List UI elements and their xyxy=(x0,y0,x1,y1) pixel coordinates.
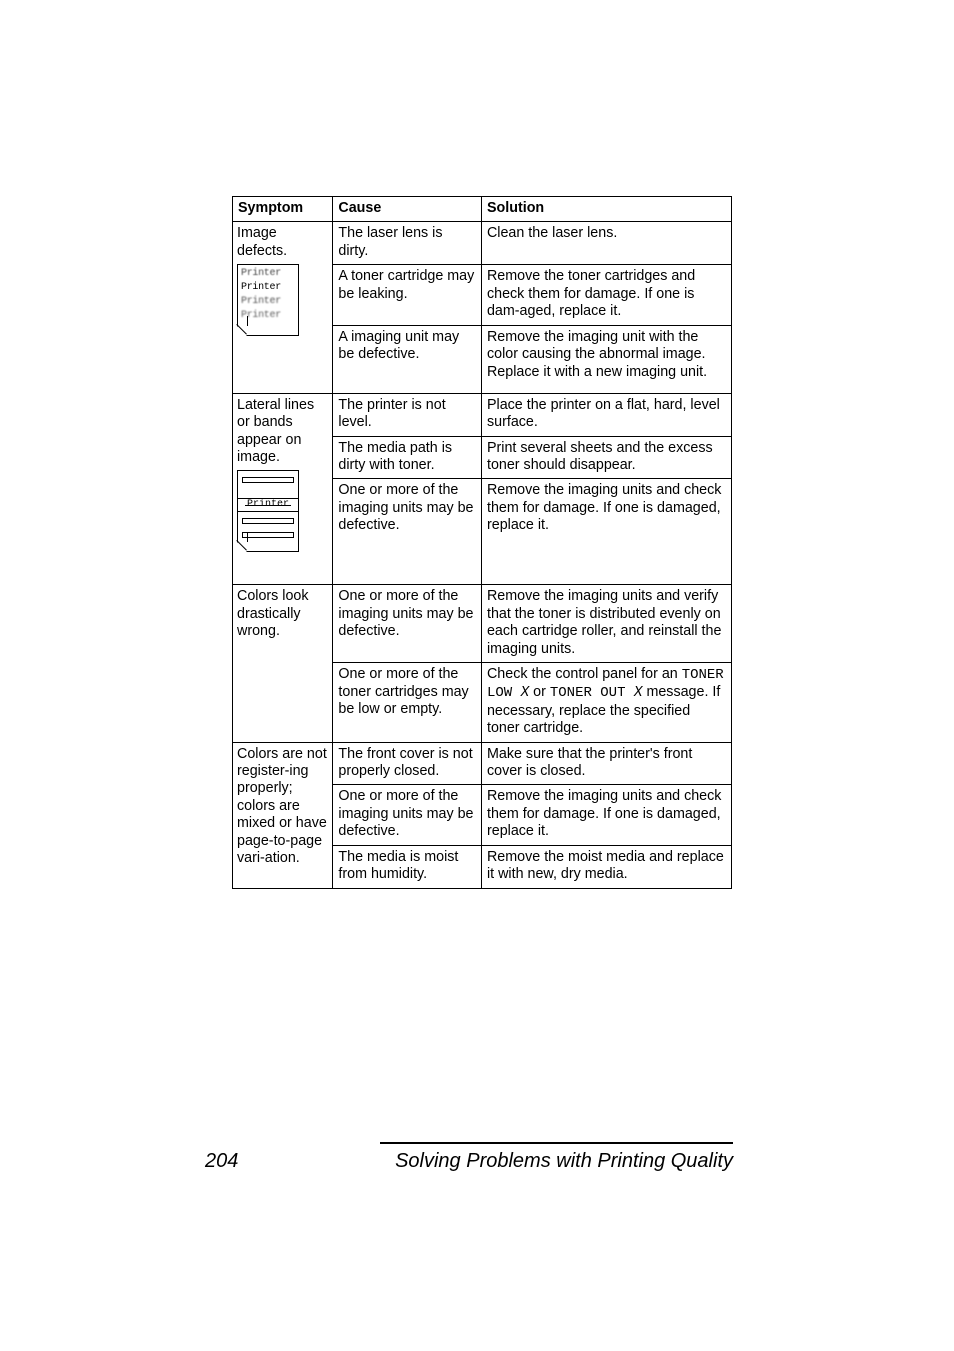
symptom-word: defects. xyxy=(237,243,287,259)
troubleshooting-table: Symptom Cause Solution Image defects. Pr… xyxy=(232,196,732,889)
illus-word: Printer xyxy=(241,296,281,307)
image-defects-icon: Printer Printer Printer Printer xyxy=(237,264,303,342)
cause-cell: A imaging unit may be defective. xyxy=(333,325,482,393)
symptom-word: Image xyxy=(237,225,277,241)
solution-cell: Remove the toner cartridges and check th… xyxy=(481,265,731,325)
cause-cell: One or more of the toner cartridges may … xyxy=(333,663,482,742)
cause-cell: The printer is not level. xyxy=(333,393,482,436)
table-header-row: Symptom Cause Solution xyxy=(233,197,732,222)
solution-cell: Remove the moist media and replace it wi… xyxy=(481,845,731,888)
symptom-word: Lateral lines xyxy=(237,397,314,413)
symptom-text: Lateral lines or bands appear on image. xyxy=(237,397,328,467)
table-row: Lateral lines or bands appear on image. … xyxy=(233,393,732,436)
page-number: 204 xyxy=(205,1150,238,1173)
solution-cell: Remove the imaging units and check them … xyxy=(481,785,731,845)
mono-text: TONER OUT xyxy=(550,685,634,701)
cause-cell: One or more of the imaging units may be … xyxy=(333,585,482,663)
illus-word: Printer xyxy=(247,499,289,511)
header-symptom: Symptom xyxy=(233,197,333,222)
illus-word: Printer xyxy=(241,282,281,293)
solution-cell: Clean the laser lens. xyxy=(481,222,731,265)
header-solution: Solution xyxy=(481,197,731,222)
solution-cell: Place the printer on a flat, hard, level… xyxy=(481,393,731,436)
footer-title: Solving Problems with Printing Quality xyxy=(395,1150,733,1173)
header-cause: Cause xyxy=(333,197,482,222)
symptom-word: or bands xyxy=(237,414,293,430)
solution-cell: Remove the imaging units and check them … xyxy=(481,479,731,585)
solution-cell: Make sure that the printer's front cover… xyxy=(481,742,731,785)
cause-cell: One or more of the imaging units may be … xyxy=(333,479,482,585)
symptom-image-defects: Image defects. Printer Printer Printer P… xyxy=(233,222,333,393)
table-row: Colors are not register-ing properly; co… xyxy=(233,742,732,785)
solution-text: Check the control panel for an xyxy=(487,666,682,682)
illus-word: Printer xyxy=(241,268,281,279)
symptom-colors-not-registering: Colors are not register-ing properly; co… xyxy=(233,742,333,888)
solution-cell: Remove the imaging units and verify that… xyxy=(481,585,731,663)
solution-cell: Check the control panel for an TONER LOW… xyxy=(481,663,731,742)
cause-cell: One or more of the imaging units may be … xyxy=(333,785,482,845)
cause-cell: The front cover is not properly closed. xyxy=(333,742,482,785)
symptom-lateral-lines: Lateral lines or bands appear on image. … xyxy=(233,393,333,585)
troubleshooting-table-container: Symptom Cause Solution Image defects. Pr… xyxy=(232,196,732,889)
symptom-word: image. xyxy=(237,449,280,465)
table-row: Image defects. Printer Printer Printer P… xyxy=(233,222,732,265)
variable-x: X xyxy=(521,685,530,701)
cause-cell: The laser lens is dirty. xyxy=(333,222,482,265)
cause-cell: The media is moist from humidity. xyxy=(333,845,482,888)
cause-cell: The media path is dirty with toner. xyxy=(333,436,482,479)
cause-cell: A toner cartridge may be leaking. xyxy=(333,265,482,325)
symptom-colors-wrong: Colors look drastically wrong. xyxy=(233,585,333,742)
table-row: Colors look drastically wrong. One or mo… xyxy=(233,585,732,663)
solution-text: or xyxy=(529,684,550,700)
page-footer: 204 Solving Problems with Printing Quali… xyxy=(205,1142,733,1173)
symptom-text: Image defects. xyxy=(237,225,328,260)
lateral-lines-icon: Printer xyxy=(237,470,303,558)
solution-cell: Remove the imaging unit with the color c… xyxy=(481,325,731,393)
footer-rule xyxy=(380,1142,733,1144)
symptom-word: appear on xyxy=(237,432,301,448)
solution-cell: Print several sheets and the excess tone… xyxy=(481,436,731,479)
